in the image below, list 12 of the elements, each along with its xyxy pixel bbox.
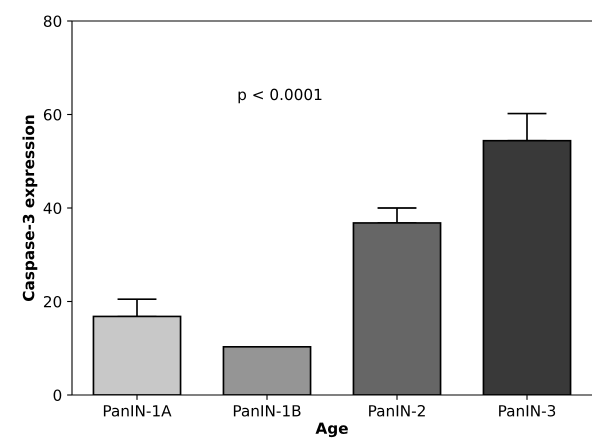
x-axis-title: Age <box>316 422 348 438</box>
y-tick-label: 20 <box>44 296 62 308</box>
y-axis-title: Caspase-3 expression <box>22 115 38 301</box>
y-tick-label: 0 <box>54 389 62 402</box>
x-tick-label: PanIN-1A <box>104 405 172 417</box>
y-tick-label: 60 <box>44 108 62 121</box>
annotation: p < 0.0001 <box>238 88 322 104</box>
x-tick-label: PanIN-1B <box>234 405 301 417</box>
x-tick-label: PanIN-2 <box>369 404 425 417</box>
x-tick-label: PanIN-3 <box>499 404 556 417</box>
y-tick-label: 80 <box>44 15 62 28</box>
y-tick-label: 40 <box>44 202 62 214</box>
